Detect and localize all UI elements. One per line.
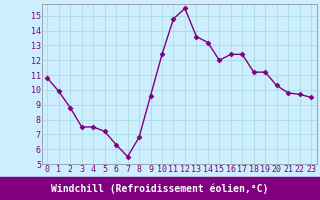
Text: Windchill (Refroidissement éolien,°C): Windchill (Refroidissement éolien,°C) xyxy=(51,183,269,194)
